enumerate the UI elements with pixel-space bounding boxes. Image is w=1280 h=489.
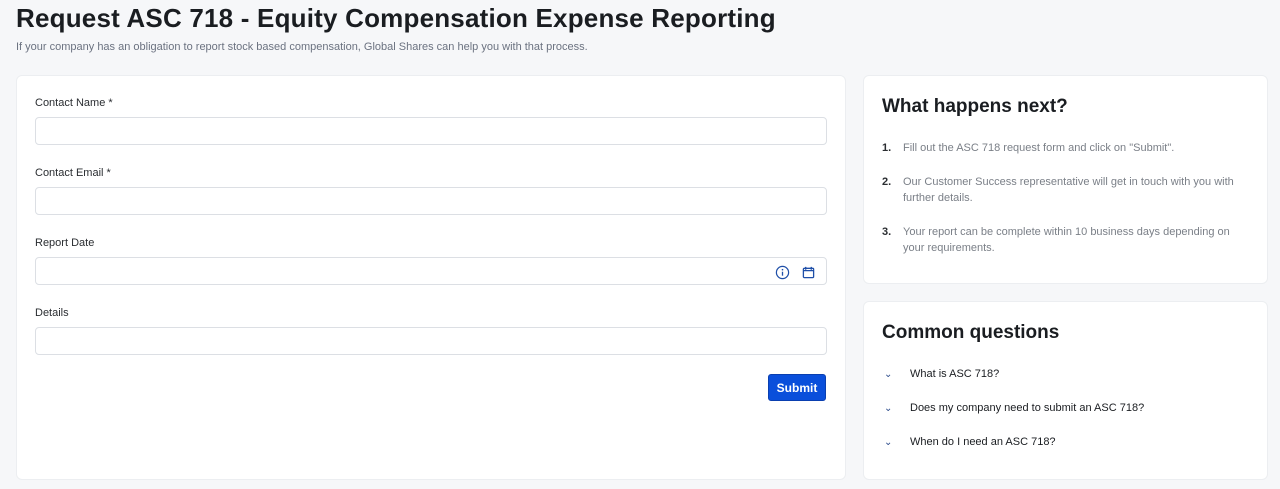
step-text: Fill out the ASC 718 request form and cl… xyxy=(903,142,1175,154)
submit-button[interactable]: Submit xyxy=(768,374,826,401)
step-number: 1. xyxy=(882,142,892,154)
faq-item[interactable]: ⌄ Does my company need to submit an ASC 7… xyxy=(884,402,1144,414)
step-item: 2. Our Customer Success representative wi… xyxy=(882,174,1242,206)
step-item: 1. Fill out the ASC 718 request form and … xyxy=(882,140,1242,156)
details-label: Details xyxy=(35,307,69,319)
step-item: 3. Your report can be complete within 10 … xyxy=(882,224,1242,256)
report-date-input[interactable] xyxy=(35,257,827,285)
contact-email-label: Contact Email * xyxy=(35,167,111,179)
details-input[interactable] xyxy=(35,327,827,355)
calendar-icon[interactable] xyxy=(800,264,816,280)
common-questions-card: Common questions ⌄ What is ASC 718? ⌄ Does… xyxy=(863,301,1268,480)
step-number: 3. xyxy=(882,226,892,238)
faq-item[interactable]: ⌄ What is ASC 718? xyxy=(884,368,999,380)
faq-question: Does my company need to submit an ASC 71… xyxy=(910,402,1145,414)
chevron-down-icon: ⌄ xyxy=(884,368,893,380)
contact-email-input[interactable] xyxy=(35,187,827,215)
page-title: Request ASC 718 - Equity Compensation Ex… xyxy=(16,3,776,33)
report-date-label: Report Date xyxy=(35,237,95,249)
step-text: Your report can be complete within 10 bu… xyxy=(903,226,1230,254)
chevron-down-icon: ⌄ xyxy=(884,436,893,448)
faq-item[interactable]: ⌄ When do I need an ASC 718? xyxy=(884,436,1056,448)
contact-name-label: Contact Name * xyxy=(35,97,113,109)
what-happens-next-card: What happens next? 1. Fill out the ASC 71… xyxy=(863,75,1268,284)
request-form: Contact Name * Contact Email * Report Da… xyxy=(16,75,846,480)
next-title: What happens next? xyxy=(882,96,1068,117)
step-number: 2. xyxy=(882,176,892,188)
info-icon[interactable] xyxy=(774,264,790,280)
step-text: Our Customer Success representative will… xyxy=(903,176,1234,204)
contact-name-input[interactable] xyxy=(35,117,827,145)
faq-question: What is ASC 718? xyxy=(910,368,1000,380)
faq-title: Common questions xyxy=(882,322,1060,343)
chevron-down-icon: ⌄ xyxy=(884,402,893,414)
faq-question: When do I need an ASC 718? xyxy=(910,436,1056,448)
page-subtitle: If your company has an obligation to rep… xyxy=(16,41,588,53)
